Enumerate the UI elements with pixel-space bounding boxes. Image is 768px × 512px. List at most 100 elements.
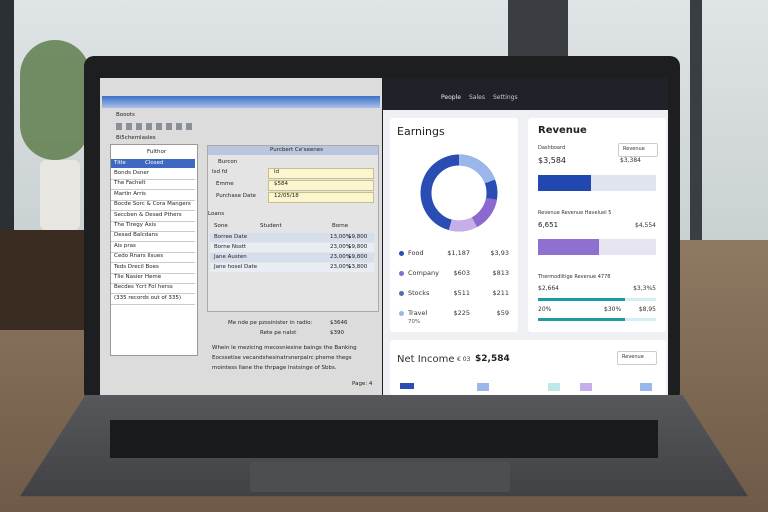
table-header: Borne	[332, 223, 349, 229]
paragraph-line: mointess llane the thrpage lnstsinge of …	[212, 365, 337, 371]
note-value: $390	[330, 330, 344, 336]
label: Thermodlitige Revenue 4778	[538, 274, 611, 280]
toolbar-label: Bi5chemlasles	[116, 135, 156, 141]
nav-item[interactable]: Sales	[469, 94, 485, 101]
frame	[0, 0, 14, 260]
list-item: (335 records out of 335)	[114, 294, 182, 301]
row-line	[111, 293, 195, 295]
page-number: Page: 4	[352, 381, 373, 387]
legend-value: $3,93	[490, 249, 509, 257]
row-line	[111, 241, 195, 243]
list-selected	[111, 159, 195, 168]
list-item: Teds Drecil Boes	[114, 263, 159, 270]
donut	[420, 154, 498, 232]
list-item: The Tiregy Axis	[114, 222, 157, 228]
row-line	[111, 231, 195, 232]
list-item: Martin Arris	[114, 190, 146, 197]
value: $2,584	[475, 354, 510, 364]
table-row	[210, 243, 374, 252]
value: $3,384	[620, 157, 641, 164]
value: 20%	[538, 306, 552, 313]
trackpad	[250, 462, 510, 492]
value: $8,95	[638, 306, 656, 313]
legend-note: 70%	[408, 319, 421, 325]
prefix: € 03	[457, 356, 471, 363]
dropdown-label[interactable]: Revenue	[623, 146, 645, 152]
field-input	[268, 192, 374, 203]
row-line	[111, 199, 195, 201]
subtitle: Dashboard	[538, 145, 566, 151]
list-item: Becdes Ycrt Fol herss	[114, 284, 173, 291]
table-cell: $3,800	[348, 264, 368, 270]
plant	[20, 40, 90, 160]
list-item: Bonds Dsner	[114, 170, 149, 176]
paragraph-line: Eocssetise vecandshesinatrsnerpalrc phem…	[212, 355, 352, 361]
field-value: $584	[274, 181, 288, 187]
keyboard	[110, 420, 658, 458]
value: 6,651	[538, 221, 559, 229]
bar-fill	[538, 239, 599, 255]
table-cell: Borne Nsstt	[214, 244, 247, 250]
list-column: Closed	[145, 160, 164, 166]
table-cell: Borree Date	[214, 234, 248, 240]
paragraph-line: Whein le mezicing mecosniesine baings th…	[212, 345, 357, 351]
loans-label: Loans	[208, 211, 225, 217]
legend-dot	[399, 291, 404, 296]
note-value: $3646	[330, 320, 348, 326]
menu[interactable]: Booots	[116, 112, 135, 118]
dropdown[interactable]	[617, 351, 657, 365]
legend-label: Food	[408, 249, 424, 257]
mini-bar	[580, 383, 592, 391]
legend-value: $225	[453, 309, 470, 317]
dropdown-label[interactable]: Revenue	[622, 354, 644, 360]
legend-value: $1,187	[447, 249, 470, 257]
row-line	[111, 272, 195, 274]
field-label: Emme	[216, 181, 234, 187]
list-item: Cedo Rnars Ilsues	[114, 253, 164, 260]
row-line	[111, 283, 195, 284]
table-cell: $9,800	[348, 254, 368, 260]
value: $30%	[604, 306, 622, 313]
value: $2,664	[538, 285, 559, 292]
list-item: Desad Balcdans	[114, 232, 159, 239]
bar-fill	[538, 318, 625, 321]
row-line	[111, 210, 195, 212]
table-cell: 23,00%	[330, 244, 351, 250]
card-title: Revenue	[538, 125, 587, 136]
list-column: Title	[114, 160, 126, 166]
table-cell: $9,800	[348, 244, 368, 250]
list-item: Bocde Sorc & Cora Mangers	[114, 201, 191, 208]
table-header: Student	[260, 223, 282, 229]
table-header: Sone	[214, 223, 228, 229]
list-panel: Fulthor Title Closed Bonds Dsner The Fach…	[110, 144, 198, 356]
table-row	[210, 233, 374, 242]
legend-value: $511	[453, 289, 470, 297]
revenue-card	[528, 118, 666, 332]
legend-label: Travel	[408, 309, 428, 317]
table-cell: 23,00%	[330, 264, 351, 270]
value: $3,584	[538, 156, 566, 165]
field-input	[268, 168, 374, 179]
net-income-card	[390, 340, 666, 395]
nav-item[interactable]: People	[441, 94, 461, 101]
list-header: Fulthor	[147, 149, 167, 155]
nav-item[interactable]: Settings	[493, 94, 518, 101]
row-line	[111, 179, 195, 180]
field-label: Purchase Date	[216, 193, 256, 199]
form-title-bar	[208, 146, 378, 155]
legend-value: $603	[453, 269, 470, 277]
donut-segment	[420, 154, 498, 232]
toolbar	[116, 123, 196, 130]
list-item: Tlie Nasier Heme	[114, 274, 162, 280]
title-bar	[102, 96, 380, 108]
bar-fill	[538, 175, 591, 191]
field-label: Isd fd	[212, 169, 228, 175]
table-cell: Jane Austen	[214, 254, 247, 260]
table-cell: 23,00%	[330, 254, 351, 260]
dropdown[interactable]	[618, 143, 658, 157]
list-item: Seccben & Desad Pthers	[114, 211, 182, 218]
legend-value: $59	[496, 309, 509, 317]
form-panel: Purcbert Ce'seenes Burcon Loans Isd fd Id…	[207, 145, 379, 312]
field-input	[268, 180, 374, 191]
